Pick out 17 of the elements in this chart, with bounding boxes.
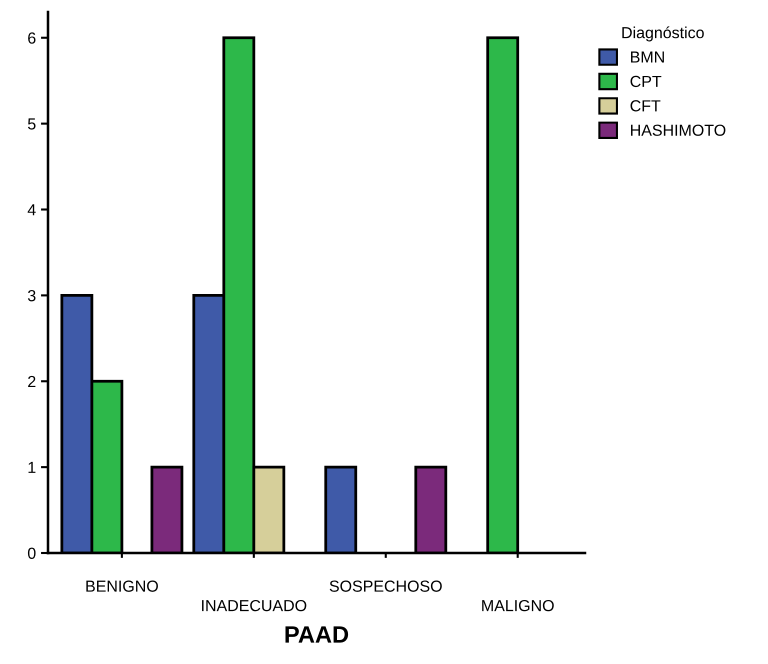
y-tick-label: 3 xyxy=(28,290,36,302)
y-tick-label: 0 xyxy=(28,548,36,559)
legend-label: BMN xyxy=(631,52,664,63)
y-tick-label: 1 xyxy=(28,462,36,473)
y-tick-label: 4 xyxy=(28,204,36,216)
x-tick-label: INADECUADO xyxy=(202,600,306,612)
legend-label: CPT xyxy=(630,76,662,88)
legend-title: Diagnóstico xyxy=(622,26,704,42)
x-tick-label: SOSPECHOSO xyxy=(330,580,442,592)
y-tick-label: 2 xyxy=(28,376,36,388)
y-tick-label: 6 xyxy=(28,32,36,44)
legend-label: HASHIMOTO xyxy=(631,124,726,136)
x-axis-title: PAAD xyxy=(285,626,348,643)
x-tick-label: MALIGNO xyxy=(482,600,554,612)
x-tick-label: BENIGNO xyxy=(86,580,158,592)
y-tick-label: 5 xyxy=(28,118,36,130)
legend-label: CFT xyxy=(630,100,660,112)
